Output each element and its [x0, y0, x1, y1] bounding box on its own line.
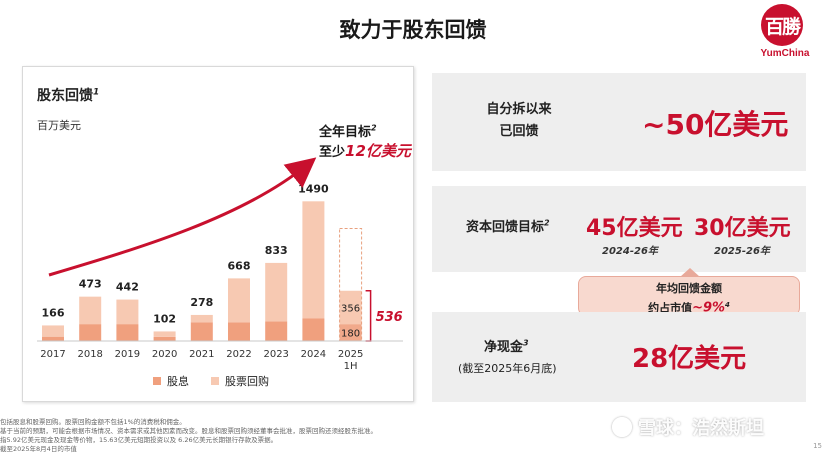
bar-dividend-2018 — [79, 324, 102, 341]
target-2024-26-value: 45亿美元 — [586, 216, 683, 241]
x-tick-2019: 2019 — [115, 349, 140, 360]
net-cash-label: 净现金3 — [484, 338, 529, 355]
bar-buyback-2017 — [42, 325, 64, 337]
total-label-2024: 1490 — [298, 182, 329, 195]
x-tick-2021: 2021 — [189, 349, 214, 360]
bar-buyback-2019 — [116, 299, 139, 325]
yumchina-logo: 百勝 YumChina — [752, 4, 818, 60]
segment-label-dividend-2025: 180 — [341, 329, 360, 340]
logo-brand-text: YumChina — [760, 48, 810, 59]
legend-swatch-dividend — [153, 377, 161, 385]
returned-since-spinoff-card: 自分拆以来 已回馈 ~50亿美元 — [432, 73, 806, 171]
x-tick-2020: 2020 — [152, 349, 177, 360]
total-bracket — [365, 290, 372, 342]
bar-dividend-2021 — [190, 322, 213, 341]
total-label-2019: 442 — [116, 281, 139, 294]
total-label-2023: 833 — [265, 244, 288, 257]
bar-dividend-2022 — [228, 322, 250, 341]
snowball-watermark: 雪球：浩然斯坦 — [612, 414, 764, 440]
annual-target-annotation: 全年目标2 至少12亿美元 — [319, 123, 411, 160]
chart-title: 股东回馈1 — [37, 87, 100, 104]
footnote-4: 截至2025年8月4日的市值 — [0, 445, 77, 453]
returned-since-spinoff-value: ~50亿美元 — [642, 108, 789, 141]
target-2025-26-value: 30亿美元 — [694, 216, 791, 241]
bar-dividend-2017 — [42, 336, 64, 341]
bar-buyback-2018 — [79, 296, 102, 325]
target-2025-26-period: 2025-26年 — [714, 246, 770, 257]
bar-buyback-2023 — [265, 262, 288, 322]
capital-return-target-label: 资本回馈目标2 — [466, 218, 550, 235]
net-cash-card: 净现金3 (截至2025年6月底) 28亿美元 — [432, 312, 806, 402]
bar-buyback-2024 — [302, 201, 325, 319]
bracket-total-label: 536 — [376, 310, 403, 325]
total-label-2022: 668 — [228, 259, 251, 272]
chart-legend: 股息 股票回购 — [153, 373, 269, 389]
returned-since-spinoff-label: 自分拆以来 已回馈 — [486, 102, 552, 139]
x-tick-2024: 2024 — [301, 349, 326, 360]
total-label-2017: 166 — [42, 306, 65, 319]
growth-arrow — [48, 157, 317, 277]
footnote-2: 基于当前的预期，可能会根据市场情况、资本需求或其他因素而改变。股息和股票回购须经… — [0, 427, 377, 435]
x-tick-2023: 2023 — [263, 349, 288, 360]
x-tick-2017: 2017 — [40, 349, 65, 360]
target-2024-26-period: 2024-26年 — [602, 246, 658, 257]
total-label-2018: 473 — [79, 278, 102, 291]
net-cash-value: 28亿美元 — [632, 344, 747, 374]
bar-buyback-2021 — [190, 314, 213, 323]
chart-unit: 百万美元 — [37, 119, 81, 132]
bar-dividend-2025 — [339, 324, 362, 341]
page-number: 15 — [813, 442, 822, 450]
footnote-1: 包括股息和股票回购。股票回购金额不包括1%的消费税和佣金。 — [0, 418, 186, 426]
x-tick-2022: 2022 — [226, 349, 251, 360]
footnote-3: 指5.92亿美元现金及现金等价物，15.63亿美元短期投资以及 6.26亿美元长… — [0, 436, 278, 444]
segment-label-buyback-2025: 356 — [341, 303, 360, 314]
snowball-icon — [612, 417, 632, 437]
x-sublabel-2025: 1H — [344, 361, 358, 372]
x-tick-2018: 2018 — [77, 349, 102, 360]
footnotes: 包括股息和股票回购。股票回购金额不包括1%的消费税和佣金。 基于当前的预期，可能… — [0, 418, 600, 453]
bar-dividend-2023 — [265, 321, 288, 341]
capital-return-target-card: 资本回馈目标2 45亿美元 2024-26年 30亿美元 2025-26年 — [432, 186, 806, 272]
bar-chart: 166 2017 473 2018 442 2019 102 2020 278 2021 668 20… — [37, 157, 403, 372]
bar-dividend-2020 — [153, 336, 176, 341]
x-tick-2025: 2025 — [338, 349, 363, 360]
annual-return-yield-callout: 年均回馈金额 约占市值~9%4 — [578, 276, 800, 316]
bar-buyback-2025 — [339, 290, 362, 325]
page-title: 致力于股东回馈 — [339, 18, 487, 42]
pill-pointer — [680, 268, 700, 277]
net-cash-date: (截至2025年6月底) — [458, 362, 557, 375]
bar-buyback-2020 — [153, 331, 176, 337]
shareholder-return-chart-panel: 股东回馈1 百万美元 166 2017 473 2018 442 2019 102 2020 2… — [22, 66, 414, 402]
bar-dividend-2019 — [116, 324, 139, 341]
legend-swatch-buyback — [211, 377, 219, 385]
bar-dividend-2024 — [302, 318, 325, 341]
legend-item-dividend: 股息 — [153, 373, 189, 389]
logo-badge-icon: 百勝 — [761, 4, 803, 46]
bar-buyback-2022 — [228, 278, 250, 323]
total-label-2020: 102 — [153, 312, 176, 325]
legend-item-buyback: 股票回购 — [211, 373, 269, 389]
total-label-2021: 278 — [190, 296, 213, 309]
